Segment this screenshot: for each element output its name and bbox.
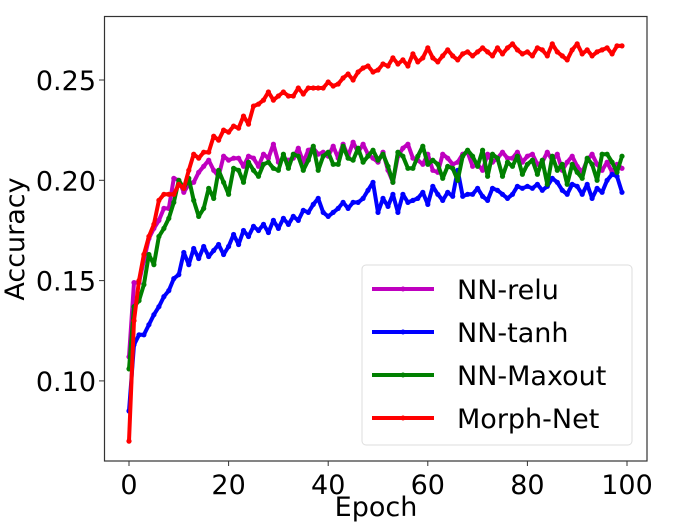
x-tick-label: 60 — [411, 470, 445, 501]
y-tick-label: 0.20 — [36, 166, 96, 197]
legend-marker-icon — [400, 372, 406, 378]
x-axis-label: Epoch — [335, 492, 418, 523]
series-line-nn-maxout — [127, 144, 624, 370]
legend-marker-icon — [400, 415, 406, 421]
y-tick-label: 0.10 — [36, 367, 96, 398]
legend-item-nn-maxout: NN-Maxout — [372, 361, 606, 392]
legend-label-nn-relu: NN-relu — [457, 275, 559, 306]
x-tick-label: 80 — [510, 470, 544, 501]
legend-label-nn-maxout: NN-Maxout — [457, 361, 606, 392]
x-tick-label: 0 — [120, 470, 137, 501]
series-markers-nn-tanh — [126, 167, 625, 414]
legend-label-morph-net: Morph-Net — [457, 404, 599, 435]
series-markers-morph-net — [126, 41, 625, 444]
series-markers-nn-maxout — [126, 143, 625, 372]
legend-marker-icon — [400, 286, 406, 292]
legend-item-nn-tanh: NN-tanh — [372, 318, 569, 349]
plot-area — [126, 41, 625, 444]
y-axis-ticks: 0.10 0.15 0.20 0.25 — [36, 66, 105, 398]
legend-item-nn-relu: NN-relu — [372, 275, 559, 306]
y-tick-label: 0.25 — [36, 66, 96, 97]
series-line-morph-net — [127, 41, 622, 442]
legend: NN-relu NN-tanh NN-Maxout Morph-Net — [361, 264, 633, 446]
x-tick-label: 100 — [601, 470, 653, 501]
x-tick-label: 20 — [211, 470, 245, 501]
axes-frame — [103, 15, 648, 462]
y-tick-label: 0.15 — [36, 267, 96, 298]
legend-box — [361, 264, 633, 446]
series-line-nn-tanh — [127, 168, 624, 412]
legend-marker-icon — [400, 329, 406, 335]
legend-label-nn-tanh: NN-tanh — [457, 318, 569, 349]
x-tick-label: 40 — [311, 470, 345, 501]
x-axis-ticks: 0 20 40 60 80 100 — [120, 461, 653, 501]
y-axis-label: Accuracy — [0, 177, 31, 300]
legend-item-morph-net: Morph-Net — [372, 404, 599, 435]
